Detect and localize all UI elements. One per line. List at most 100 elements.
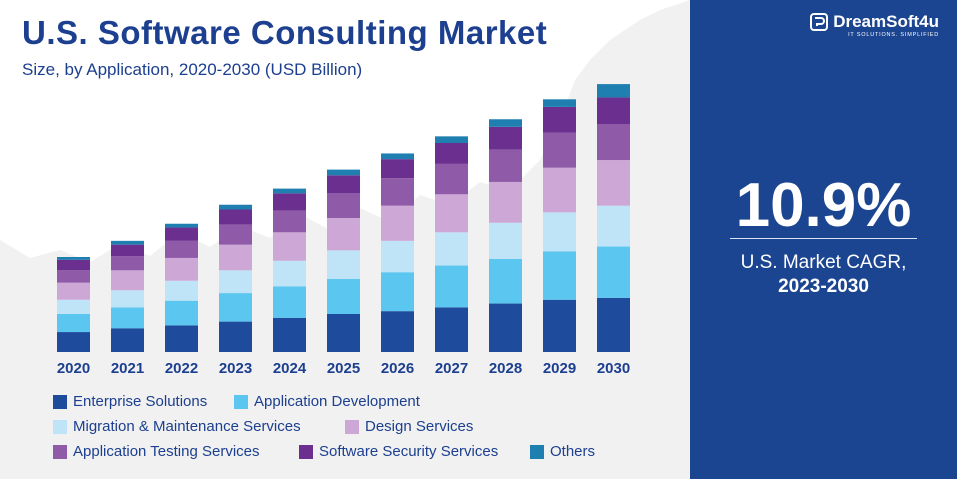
bar-segment [111, 256, 144, 271]
bar-segment [543, 99, 576, 107]
bar-segment [57, 282, 90, 300]
bar-segment [273, 188, 306, 194]
bar-segment [597, 97, 630, 124]
bar-segment [381, 153, 414, 160]
bar-segment [435, 265, 468, 308]
bar-segment [57, 257, 90, 260]
bar-segment [57, 332, 90, 352]
bar-segment [597, 205, 630, 247]
bar-segment [597, 160, 630, 206]
bar-segment [435, 307, 468, 352]
x-tick-label: 2021 [111, 360, 144, 377]
bar-segment [165, 223, 198, 228]
bar-segment [111, 290, 144, 308]
bar-segment [273, 193, 306, 211]
legend-swatch [530, 444, 544, 459]
bar-segment [219, 293, 252, 322]
legend-item: Migration & Maintenance Services [53, 418, 301, 435]
bar-segment [57, 299, 90, 314]
highlight-panel: DreamSoft4u IT SOLUTIONS. SIMPLIFIED 10.… [690, 0, 957, 479]
bar-segment [435, 232, 468, 266]
legend-item: Others [530, 443, 595, 460]
x-tick-label: 2024 [273, 360, 307, 377]
bar-segment [327, 218, 360, 251]
bar-segment [219, 209, 252, 225]
bar-segment [219, 321, 252, 352]
bar-segment [489, 149, 522, 182]
brand-tagline: IT SOLUTIONS. SIMPLIFIED [848, 32, 939, 38]
legend-label: Application Development [254, 393, 420, 410]
cagr-label: U.S. Market CAGR, [740, 252, 907, 273]
bar-segment [111, 244, 144, 257]
bar-segment [489, 181, 522, 223]
bar-segment [381, 240, 414, 273]
divider [730, 238, 917, 239]
bar-segment [57, 259, 90, 271]
bar-segment [543, 106, 576, 133]
bar-segment [489, 303, 522, 352]
bar-segment [597, 297, 630, 352]
bar-segment [489, 119, 522, 127]
brand-name: DreamSoft4u [833, 12, 939, 31]
x-tick-label: 2020 [57, 360, 90, 377]
bar-segment [273, 317, 306, 352]
x-tick-label: 2025 [327, 360, 360, 377]
bar-segment [489, 222, 522, 259]
bar-segment [273, 286, 306, 318]
bar-segment [165, 240, 198, 258]
x-tick-label: 2026 [381, 360, 414, 377]
bar-segment [165, 280, 198, 301]
bar-segment [489, 258, 522, 304]
chart-title: U.S. Software Consulting Market [22, 14, 548, 51]
legend-label: Others [550, 443, 596, 460]
legend-item: Application Development [234, 393, 420, 410]
bar-segment [57, 314, 90, 333]
bar-segment [381, 272, 414, 312]
bar-segment [435, 163, 468, 195]
x-tick-label: 2022 [165, 360, 198, 377]
bar-segment [219, 204, 252, 210]
chart-subtitle: Size, by Application, 2020-2030 (USD Bil… [22, 60, 363, 79]
bar-segment [165, 300, 198, 326]
legend-item: Application Testing Services [53, 443, 260, 460]
stacked-bar-chart: 2020 2021 2022 2023 2024 2025 2026 2027 2028 2029… [57, 84, 630, 377]
x-tick-label: 2029 [543, 360, 576, 377]
bar-segment [597, 124, 630, 161]
brand-mark-icon [810, 13, 829, 31]
legend-swatch [299, 444, 313, 459]
bar-segment [381, 205, 414, 241]
x-tick-label: 2028 [489, 360, 522, 377]
bar-segment [57, 270, 90, 283]
legend-swatch [234, 394, 248, 409]
legend-swatch [53, 419, 67, 434]
bar-segment [165, 257, 198, 281]
bar-segment [381, 178, 414, 206]
bar-segment [543, 132, 576, 168]
bar-segment [273, 210, 306, 233]
cagr-value: 10.9% [735, 171, 912, 240]
bar-segment [111, 240, 144, 245]
bar-segment [381, 159, 414, 179]
bar-segment [597, 84, 630, 98]
bar-segment [219, 270, 252, 294]
cagr-period: 2023-2030 [778, 276, 869, 297]
bar-segment [489, 126, 522, 150]
bar-segment [435, 136, 468, 143]
bar-segment [543, 251, 576, 300]
bar-segment [381, 311, 414, 352]
legend-label: Migration & Maintenance Services [73, 418, 301, 435]
bar-segment [543, 167, 576, 213]
bar-segment [327, 250, 360, 279]
x-tick-label: 2023 [219, 360, 252, 377]
bar-segment [435, 143, 468, 164]
bar-segment [327, 193, 360, 219]
x-tick-label: 2027 [435, 360, 468, 377]
legend-swatch [345, 419, 359, 434]
legend-label: Software Security Services [319, 443, 499, 460]
legend-item: Software Security Services [299, 443, 498, 460]
bar-segment [327, 175, 360, 194]
bar-segment [111, 307, 144, 329]
legend-swatch [53, 444, 67, 459]
legend-label: Application Testing Services [73, 443, 260, 460]
bar-segment [435, 194, 468, 233]
